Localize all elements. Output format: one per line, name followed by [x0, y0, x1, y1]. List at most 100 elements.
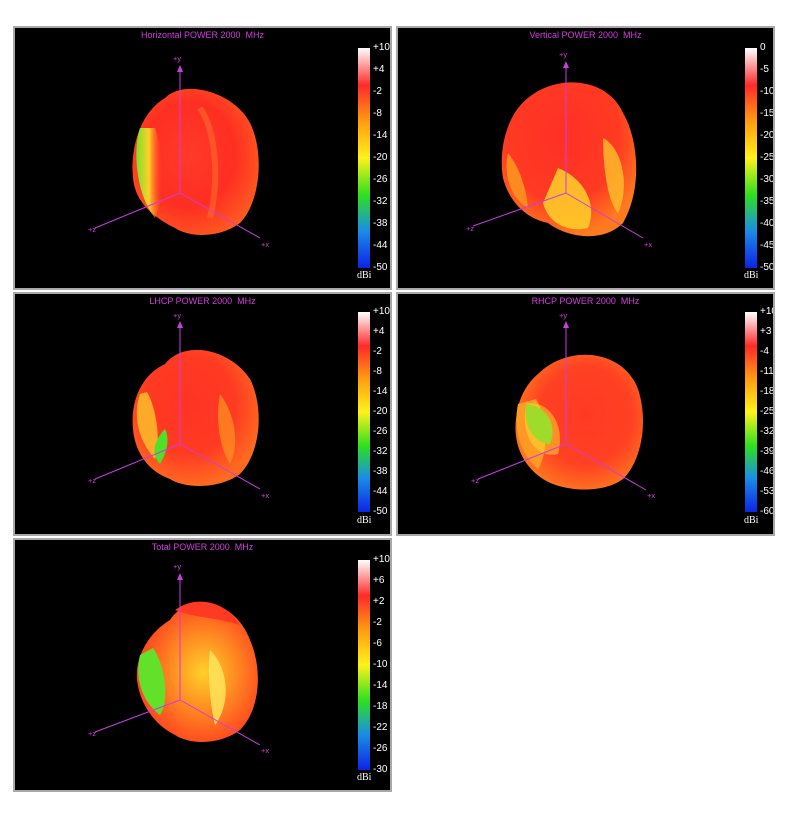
colorbar-tick-label: -25 — [760, 406, 775, 417]
pattern-surface — [136, 602, 258, 742]
colorbar-tick-label: -14 — [373, 130, 388, 141]
z-axis-line — [94, 443, 181, 480]
colorbar-unit: dBi — [744, 270, 759, 281]
pattern-panel-horizontal: Horizontal POWER 2000 MHz +y +x +z +10 +4… — [13, 26, 392, 290]
x-axis-label: +x — [647, 491, 656, 500]
y-axis-label: +y — [559, 311, 568, 320]
colorbar-tick-label: -2 — [373, 346, 382, 357]
z-axis-line — [477, 443, 567, 480]
colorbar-tick-label: -60 — [760, 506, 775, 517]
colorbar-tick-label: -44 — [373, 486, 388, 497]
panel-title: LHCP POWER 2000 MHz — [149, 296, 256, 306]
x-axis-label: +x — [261, 491, 270, 500]
colorbar-tick-label: +4 — [373, 326, 385, 337]
colorbar-tick-label: -4 — [760, 346, 769, 357]
colorbar-tick-label: -30 — [760, 174, 775, 185]
pattern-panel-rhcp: RHCP POWER 2000 MHz +y +x +z +10 +3 -4 -11 -… — [396, 292, 775, 536]
colorbar-tick-label: -46 — [760, 466, 775, 477]
colorbar-tick-label: -38 — [373, 466, 388, 477]
colorbar-tick-label: +10 — [373, 306, 390, 317]
radiation-pattern-plot — [94, 321, 261, 490]
colorbar-tick-label: +4 — [373, 64, 385, 75]
colorbar-tick-label: 0 — [760, 42, 766, 53]
pattern-surface-lobe — [603, 138, 624, 213]
colorbar-tick-label: -20 — [373, 406, 388, 417]
pattern-surface-side — [138, 648, 166, 715]
colorbar-tick-label: -38 — [373, 218, 388, 229]
panel-title: RHCP POWER 2000 MHz — [531, 296, 640, 306]
radiation-pattern-plot — [477, 321, 647, 491]
y-axis-arrow — [177, 321, 183, 328]
colorbar-tick-label: -2 — [373, 86, 382, 97]
pattern-panel-total: Total POWER 2000 MHz +y +x +z +10 +6 +2 -2 -… — [13, 538, 392, 792]
colorbar-tick-label: -25 — [760, 152, 775, 163]
colorbar-tick-label: -18 — [373, 701, 388, 712]
pattern-surface-side — [136, 128, 162, 218]
colorbar-tick-label: +10 — [373, 554, 390, 565]
colorbar-tick-label: -39 — [760, 446, 775, 457]
colorbar-unit: dBi — [357, 515, 372, 526]
z-axis-line — [94, 192, 181, 229]
x-axis-line — [179, 699, 261, 746]
z-axis-line — [94, 699, 181, 733]
radiation-pattern-plot — [472, 61, 644, 239]
pattern-panel-vertical: Vertical POWER 2000 MHz +y +x +z 0 -5 -10 -… — [396, 26, 775, 290]
pattern-surface-top — [175, 601, 240, 625]
colorbar-tick-label: -50 — [760, 262, 775, 273]
colorbar — [358, 312, 370, 512]
colorbar-tick-label: -30 — [373, 764, 388, 775]
colorbar-tick-label: -26 — [373, 743, 388, 754]
pattern-surface — [515, 354, 643, 490]
y-axis-label: +y — [559, 50, 568, 59]
pattern-surface-lobe — [218, 394, 236, 464]
y-axis-label: +y — [173, 311, 182, 320]
colorbar-tick-label: -26 — [373, 426, 388, 437]
colorbar-tick-label: -45 — [760, 240, 775, 251]
colorbar-tick-label: -32 — [373, 446, 388, 457]
colorbar — [745, 312, 757, 512]
colorbar-tick-label: -50 — [373, 262, 388, 273]
colorbar — [358, 48, 370, 268]
pattern-surface-side — [136, 392, 158, 459]
z-axis-label: +z — [88, 729, 97, 738]
pattern-surface-edge — [506, 153, 528, 208]
colorbar-tick-label: -22 — [373, 722, 388, 733]
colorbar-unit: dBi — [357, 772, 372, 783]
x-axis-label: +x — [261, 746, 270, 755]
colorbar — [358, 560, 370, 770]
colorbar-tick-label: -14 — [373, 680, 388, 691]
pattern-surface-lobe — [154, 429, 168, 464]
colorbar-tick-label: -10 — [373, 659, 388, 670]
colorbar-tick-label: -50 — [373, 506, 388, 517]
x-axis-line — [179, 192, 261, 239]
x-axis-label: +x — [644, 240, 653, 249]
colorbar-tick-label: +6 — [373, 575, 385, 586]
x-axis-label: +x — [261, 240, 270, 249]
colorbar-tick-label: -8 — [373, 108, 382, 119]
colorbar-tick-label: +10 — [760, 306, 773, 317]
panel-title: Vertical POWER 2000 MHz — [529, 30, 642, 40]
x-axis-line — [565, 192, 644, 239]
y-axis-arrow — [563, 321, 569, 328]
z-axis-line — [472, 192, 567, 227]
colorbar-tick-label: +3 — [760, 326, 772, 337]
pattern-surface-highlight — [197, 106, 219, 219]
colorbar-tick-label: -14 — [373, 386, 388, 397]
z-axis-label: +z — [88, 225, 97, 234]
colorbar-unit: dBi — [357, 270, 372, 281]
colorbar-tick-label: +2 — [373, 596, 385, 607]
colorbar-tick-label: -35 — [760, 196, 775, 207]
pattern-surface-lobe — [543, 168, 592, 230]
y-axis-label: +y — [173, 54, 182, 63]
pattern-surface-halo — [524, 403, 560, 455]
colorbar-tick-label: +10 — [373, 42, 390, 53]
colorbar-tick-label: -26 — [373, 174, 388, 185]
radiation-pattern-plot — [94, 573, 261, 746]
colorbar-tick-label: -8 — [373, 366, 382, 377]
colorbar-unit: dBi — [744, 515, 759, 526]
colorbar-tick-label: -20 — [760, 130, 775, 141]
colorbar-tick-label: -10 — [760, 86, 775, 97]
pattern-panel-lhcp: LHCP POWER 2000 MHz +y +x +z +10 +4 -2 -8 -1… — [13, 292, 392, 536]
colorbar-tick-label: -32 — [760, 426, 775, 437]
y-axis-arrow — [177, 573, 183, 580]
